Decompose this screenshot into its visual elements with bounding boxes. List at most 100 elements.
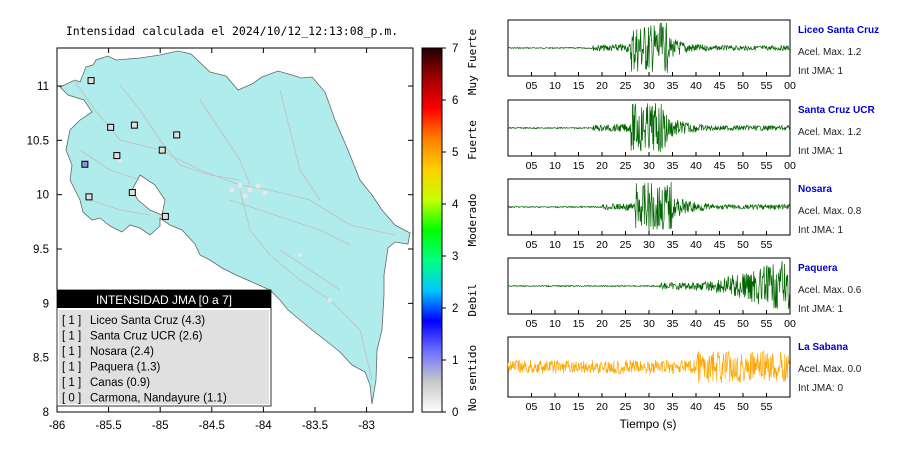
time-tick-label: 00 bbox=[784, 160, 796, 172]
colorbar-category-label: Debil bbox=[466, 283, 479, 316]
page-title: Intensidad calculada el 2024/10/12_12:13… bbox=[66, 24, 398, 38]
lat-tick-label: 9.5 bbox=[33, 244, 49, 256]
station-intensity: Int JMA: 1 bbox=[798, 304, 843, 315]
time-tick-label: 30 bbox=[643, 318, 655, 330]
station-marker bbox=[173, 131, 181, 139]
time-tick-label: 55 bbox=[761, 80, 773, 92]
time-tick-label: 35 bbox=[667, 401, 679, 413]
waveform-trace bbox=[507, 22, 790, 73]
time-tick-label: 40 bbox=[690, 239, 702, 251]
time-tick-label: 25 bbox=[620, 160, 632, 172]
time-tick-label: 20 bbox=[596, 401, 608, 413]
colorbar: 0 1 2 3 4 5 6 7 No sentido Debil Moderado Fuerte Mu… bbox=[421, 29, 479, 419]
time-tick-label: 15 bbox=[573, 401, 585, 413]
time-tick-label: 35 bbox=[667, 160, 679, 172]
time-tick-label: 50 bbox=[737, 80, 749, 92]
colorbar-category-label: Moderado bbox=[466, 194, 479, 247]
legend-item-name: Liceo Santa Cruz (4.3) bbox=[90, 315, 205, 327]
time-tick-label: 45 bbox=[714, 318, 726, 330]
time-tick-label: 55 bbox=[761, 160, 773, 172]
time-tick-label: 10 bbox=[549, 80, 561, 92]
colorbar-categories: No sentido Debil Moderado Fuerte Muy Fuerte bbox=[466, 29, 479, 411]
waveform-trace bbox=[507, 261, 790, 309]
map-axis-ticks: -86 -85.5 -85 -84.5 -84 -83.5 -83 11 10.5 10 9.5 9 8… bbox=[27, 48, 413, 432]
station-name: Nosara bbox=[798, 184, 832, 195]
station-marker bbox=[113, 152, 121, 160]
waveform-panel: 05 10 15 20 25 30 35 40 45 50 55 La Sabana Acel. Max… bbox=[507, 336, 862, 413]
lat-tick-label: 8.5 bbox=[33, 353, 49, 365]
waveform-panel: 05 10 15 20 25 30 35 40 45 50 55 00 Liceo Santa Cruz… bbox=[507, 19, 879, 92]
time-tick-label: 20 bbox=[596, 80, 608, 92]
time-tick-label: 00 bbox=[784, 80, 796, 92]
legend-item-name: Nosara (2.4) bbox=[90, 346, 154, 358]
time-tick-label: 10 bbox=[549, 239, 561, 251]
colorbar-tick-label: 2 bbox=[452, 303, 458, 315]
lat-tick-label: 8 bbox=[43, 407, 49, 419]
time-tick-label: 20 bbox=[596, 160, 608, 172]
time-tick-label: 20 bbox=[596, 239, 608, 251]
colorbar-tick-label: 3 bbox=[452, 251, 458, 263]
colorbar-tick-label: 5 bbox=[452, 147, 458, 159]
costa-rica-landmass bbox=[59, 50, 411, 405]
time-tick-label: 30 bbox=[643, 401, 655, 413]
time-tick-label: 50 bbox=[737, 318, 749, 330]
road-network bbox=[74, 81, 396, 381]
station-marker bbox=[85, 193, 93, 201]
time-tick-label: 20 bbox=[596, 318, 608, 330]
station-marker bbox=[81, 160, 89, 168]
station-accel: Acel. Max. 1.2 bbox=[798, 47, 862, 58]
station-accel: Acel. Max. 1.2 bbox=[798, 127, 862, 138]
lat-tick-label: 11 bbox=[37, 81, 49, 93]
time-tick-label: 50 bbox=[737, 239, 749, 251]
legend-item-level: [ 1 ] bbox=[62, 315, 81, 327]
colorbar-category-label: Muy Fuerte bbox=[466, 29, 479, 95]
time-tick-label: 55 bbox=[761, 401, 773, 413]
intensity-legend: INTENSIDAD JMA [0 a 7] [ 1 ] Liceo Santa … bbox=[56, 289, 272, 407]
legend-item-level: [ 0 ] bbox=[62, 393, 81, 405]
legend-items: [ 1 ] Liceo Santa Cruz (4.3) [ 1 ] Santa Cr… bbox=[62, 315, 227, 405]
station-marker bbox=[130, 121, 138, 129]
time-tick-label: 35 bbox=[667, 239, 679, 251]
time-tick-label: 10 bbox=[549, 401, 561, 413]
legend-item-level: [ 1 ] bbox=[62, 362, 81, 374]
time-tick-label: 25 bbox=[620, 239, 632, 251]
time-tick-label: 00 bbox=[784, 318, 796, 330]
station-markers bbox=[81, 77, 181, 220]
station-accel: Acel. Max. 0.0 bbox=[798, 364, 862, 375]
time-tick-label: 25 bbox=[620, 318, 632, 330]
time-tick-label: 15 bbox=[573, 80, 585, 92]
lon-tick-label: -86 bbox=[49, 420, 66, 432]
legend-item-name: Paquera (1.3) bbox=[90, 362, 160, 374]
time-tick-label: 40 bbox=[690, 318, 702, 330]
station-name: Santa Cruz UCR bbox=[798, 105, 875, 116]
waveform-panel: 05 10 15 20 25 30 35 40 45 50 55 Nosara Acel. Max. 0… bbox=[507, 178, 862, 251]
colorbar-tick-label: 7 bbox=[452, 43, 458, 55]
station-accel: Acel. Max. 0.8 bbox=[798, 206, 862, 217]
time-tick-label: 35 bbox=[667, 80, 679, 92]
waveform-panel: 05 10 15 20 25 30 35 40 45 50 55 00 Santa Cruz UCR Ac… bbox=[507, 99, 875, 172]
time-axis-label: Tiempo (s) bbox=[620, 417, 677, 431]
station-name: Paquera bbox=[798, 263, 838, 274]
station-intensity: Int JMA: 1 bbox=[798, 146, 843, 157]
waveform-panels: 05 10 15 20 25 30 35 40 45 50 55 00 Liceo Santa Cruz… bbox=[507, 19, 879, 413]
time-tick-label: 45 bbox=[714, 239, 726, 251]
waveform-trace bbox=[508, 181, 790, 233]
time-tick-label: 15 bbox=[573, 318, 585, 330]
lon-tick-label: -84 bbox=[255, 420, 272, 432]
time-tick-label: 05 bbox=[526, 239, 538, 251]
time-tick-label: 15 bbox=[573, 160, 585, 172]
station-marker bbox=[161, 212, 169, 220]
time-tick-label: 10 bbox=[549, 318, 561, 330]
time-tick-label: 10 bbox=[549, 160, 561, 172]
time-tick-label: 30 bbox=[643, 80, 655, 92]
legend-item-name: Carmona, Nandayure (1.1) bbox=[90, 393, 227, 405]
time-tick-label: 50 bbox=[737, 401, 749, 413]
time-tick-label: 35 bbox=[667, 318, 679, 330]
waveform-trace bbox=[507, 350, 790, 384]
station-marker bbox=[158, 146, 166, 154]
time-tick-label: 05 bbox=[526, 401, 538, 413]
waveform-trace bbox=[508, 103, 790, 153]
time-tick-label: 25 bbox=[620, 401, 632, 413]
legend-item-level: [ 1 ] bbox=[62, 377, 81, 389]
